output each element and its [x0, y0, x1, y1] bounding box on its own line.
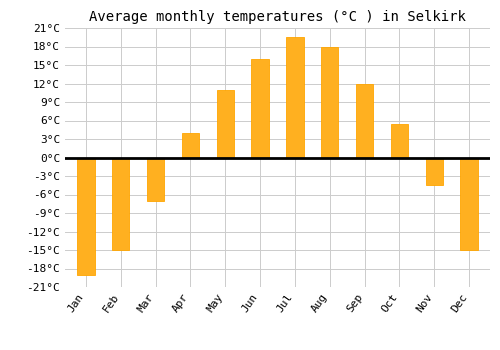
Bar — [390, 124, 408, 158]
Bar — [147, 158, 164, 201]
Bar — [460, 158, 478, 250]
Bar — [77, 158, 94, 275]
Bar — [216, 90, 234, 158]
Bar — [252, 59, 269, 158]
Bar — [356, 84, 374, 158]
Bar — [112, 158, 130, 250]
Bar — [182, 133, 199, 158]
Bar — [426, 158, 443, 185]
Bar — [321, 47, 338, 158]
Title: Average monthly temperatures (°C ) in Selkirk: Average monthly temperatures (°C ) in Se… — [89, 10, 466, 24]
Bar — [286, 37, 304, 158]
